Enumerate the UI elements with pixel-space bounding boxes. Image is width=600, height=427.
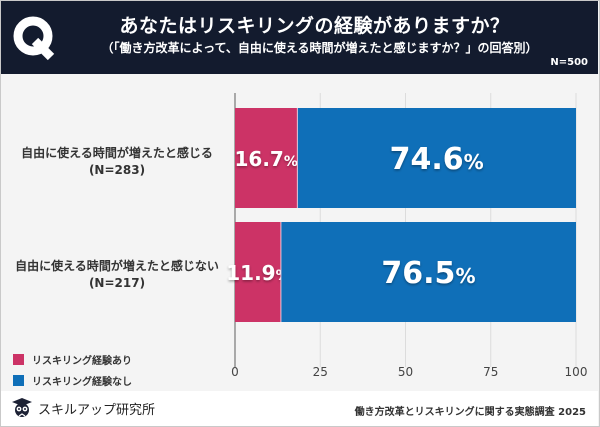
chart-title: あなたはリスキリングの経験がありますか？: [119, 15, 510, 37]
q-logo-icon: [13, 16, 55, 61]
bar-segment: [235, 108, 298, 208]
legend-item-no: リスキリング経験なし: [13, 373, 132, 388]
data-label: 76.5%: [381, 256, 475, 291]
data-label-suffix: %: [455, 264, 475, 288]
legend-swatch-no: [13, 375, 24, 386]
category-label-0: 自由に使える時間が増えたと感じる (N=283): [7, 145, 227, 179]
category-n: (N=217): [88, 276, 146, 290]
plot-area: 自由に使える時間が増えたと感じる (N=283) 自由に使える時間が増えたと感じ…: [1, 75, 598, 388]
owl-graduate-icon: [12, 398, 32, 417]
brand-name: スキルアップ研究所: [38, 402, 156, 418]
data-label-value: 16.7: [234, 147, 283, 171]
x-tick-label: 25: [313, 365, 328, 379]
legend-label: リスキリング経験あり: [32, 356, 132, 367]
data-label-value: 11.9: [226, 261, 275, 285]
data-label-value: 76.5: [381, 256, 455, 291]
category-label-1: 自由に使える時間が増えたと感じない (N=217): [7, 258, 227, 292]
sample-size: N=500: [550, 57, 588, 68]
x-tick-label: 0: [231, 365, 239, 379]
x-tick-label: 75: [483, 365, 498, 379]
brand: スキルアップ研究所: [11, 397, 155, 419]
data-label: 16.7%: [234, 147, 297, 171]
bar-segment: [235, 222, 281, 322]
legend-label: リスキリング経験なし: [32, 377, 132, 388]
bar-segment: [280, 222, 576, 322]
x-tick-label: 50: [398, 365, 413, 379]
legend-swatch-yes: [13, 354, 24, 365]
footer: スキルアップ研究所 働き方改革とリスキリングに関する実態調査 2025: [1, 391, 598, 426]
data-label-suffix: %: [464, 150, 484, 174]
header: あなたはリスキリングの経験がありますか？ （「働き方改革によって、自由に使える時…: [1, 1, 598, 74]
data-label: 74.6%: [390, 142, 484, 177]
data-label-suffix: %: [284, 154, 298, 170]
source-note: 働き方改革とリスキリングに関する実態調査 2025: [354, 407, 586, 418]
bar-segment: [297, 108, 576, 208]
data-label-value: 74.6: [390, 142, 464, 177]
x-tick-label: 100: [565, 365, 588, 379]
legend-item-yes: リスキリング経験あり: [13, 352, 132, 367]
category-name: 自由に使える時間が増えたと感じない: [15, 259, 219, 273]
category-n: (N=283): [88, 163, 146, 177]
category-name: 自由に使える時間が増えたと感じる: [21, 146, 213, 160]
chart-subtitle: （「働き方改革によって、自由に使える時間が増えたと感じますか？」の回答別）: [101, 41, 538, 55]
